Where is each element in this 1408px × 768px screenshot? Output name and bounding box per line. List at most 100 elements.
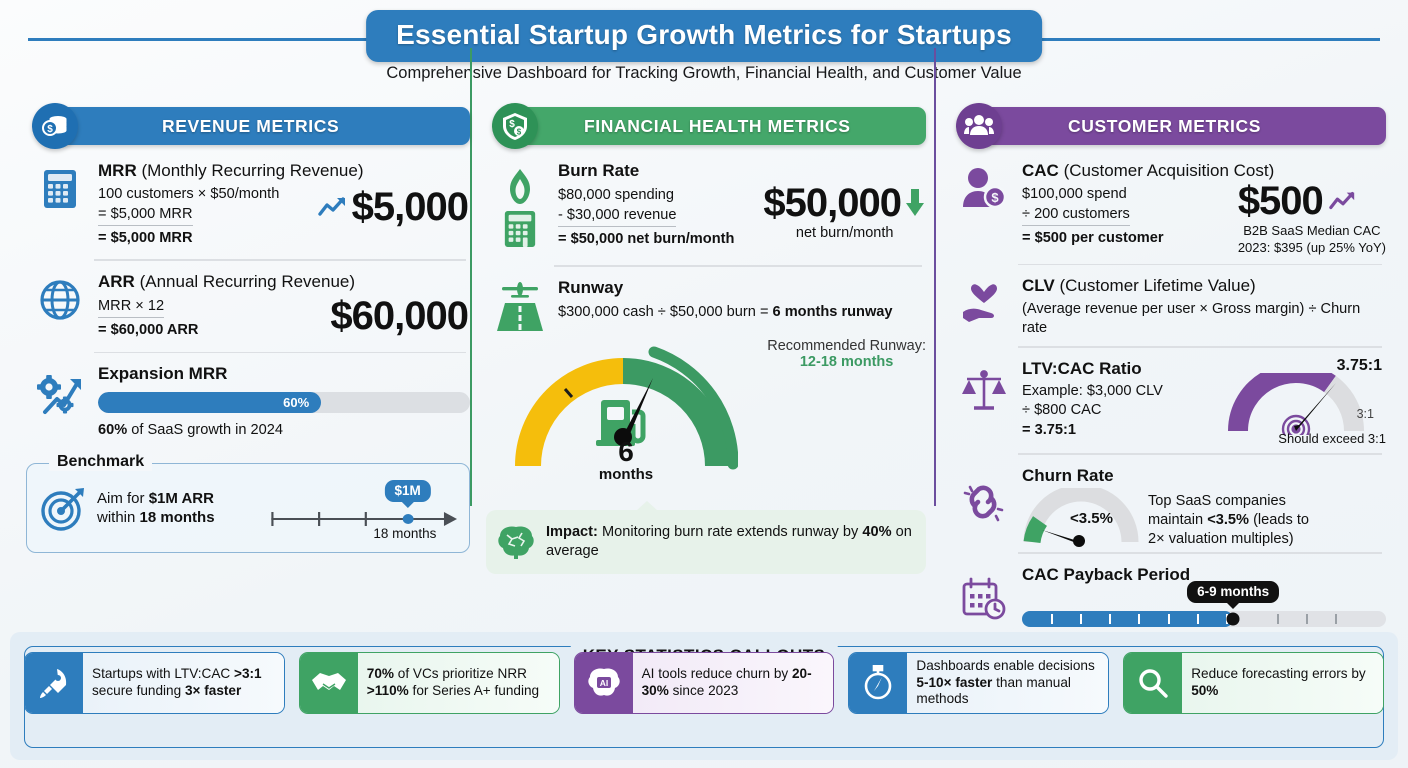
ltvcac-calc-line1: Example: $3,000 CLV — [1022, 383, 1163, 400]
heart-hand-icon — [958, 278, 1010, 330]
svg-text:$: $ — [47, 124, 53, 135]
expansion-progress-bar: 60% — [98, 392, 470, 414]
burn-value: $50,000 — [763, 181, 902, 226]
arr-calc-line1: MRR × 12 — [98, 297, 165, 319]
shield-dollar-icon: $ $ — [492, 103, 538, 149]
payback-slider-knob[interactable] — [1226, 612, 1240, 626]
impact-label: Impact: — [546, 524, 598, 541]
clv-formula: (Average revenue per user × Gross margin… — [1022, 300, 1361, 337]
airplane-runway-icon — [494, 278, 546, 334]
arr-title: ARR (Annual Recurring Revenue) — [98, 272, 470, 292]
cac-note: B2B SaaS Median CAC 2023: $395 (up 25% Y… — [1238, 223, 1386, 256]
financial-health-column: FINANCIAL HEALTH METRICS $ $ — [486, 103, 926, 575]
trend-up-icon — [317, 197, 345, 217]
ltvcac-title: LTV:CAC Ratio — [1022, 358, 1142, 378]
handshake-icon — [299, 653, 358, 713]
recommended-runway-value: 12-18 months — [799, 354, 894, 371]
payback-slider-wrap: 6-9 months — [1022, 580, 1386, 627]
stopwatch-icon — [849, 653, 908, 713]
metric-arr: ARR (Annual Recurring Revenue) MRR × 12 … — [26, 272, 470, 341]
impact-tail: on average — [546, 524, 912, 560]
payback-title: CAC Payback Period — [1022, 564, 1191, 584]
calculator-icon — [494, 203, 546, 255]
page-title: Essential Startup Growth Metrics for Sta… — [366, 10, 1042, 62]
cac-full: (Customer Acquisition Cost) — [1063, 161, 1275, 180]
payback-tooltip: 6-9 months — [1187, 580, 1280, 603]
callout-chip: 70% of VCs prioritize NRR >110% for Seri… — [298, 652, 560, 714]
impact-callout: Impact: Monitoring burn rate extends run… — [486, 501, 926, 575]
burn-title: Burn Rate — [558, 161, 640, 180]
page-subtitle: Comprehensive Dashboard for Tracking Gro… — [386, 64, 1022, 82]
callout-chip: Dashboards enable decisions 5-10× faster… — [848, 652, 1110, 714]
customer-metrics-column: CUSTOMER METRICS $ — [950, 103, 1386, 654]
burn-calc-result: = $50,000 net burn/month — [558, 230, 735, 247]
expansion-caption-rest: of SaaS growth in 2024 — [127, 422, 283, 439]
benchmark-axis — [271, 511, 457, 526]
callout-chip: Startups with LTV:CAC >3:1 secure fundin… — [24, 652, 285, 714]
cac-calc-line2: ÷ 200 customers — [1022, 205, 1130, 226]
ltvcac-gauge: 3.75:1 3:1 Should exceed 3:1 — [1216, 357, 1386, 449]
clv-title: CLV (Customer Lifetime Value) — [1022, 276, 1386, 296]
financial-section-header: FINANCIAL HEALTH METRICS $ $ — [486, 103, 926, 149]
mrr-abbr: MRR — [98, 161, 137, 180]
customer-section-header: CUSTOMER METRICS — [950, 103, 1386, 149]
payback-slider-fill — [1022, 610, 1234, 627]
svg-text:$: $ — [991, 190, 999, 205]
metric-mrr: MRR (Monthly Recurring Revenue) 100 cust… — [26, 161, 470, 248]
expansion-progress-fill: 60% — [98, 392, 322, 414]
column-divider-right — [934, 48, 936, 506]
financial-header-label: FINANCIAL HEALTH METRICS — [584, 115, 851, 136]
callout-chip-text: AI tools reduce churn by 20-30% since 20… — [632, 653, 834, 713]
ltvcac-gauge-arc — [1228, 373, 1364, 436]
benchmark-panel: Benchmark Aim for $1M ARR within 18 mont… — [26, 452, 470, 553]
calculator-icon — [34, 163, 86, 215]
churn-gauge: <3.5% — [1022, 488, 1140, 550]
divider — [554, 265, 922, 267]
cac-calc-result: = $500 per customer — [1022, 229, 1164, 246]
impact-text: Monitoring burn rate extends runway by — [597, 524, 863, 541]
rocket-icon — [25, 653, 83, 713]
mrr-full: (Monthly Recurring Revenue) — [141, 161, 364, 180]
runway-title: Runway — [558, 277, 624, 297]
recommended-runway-note: Recommended Runway: 12-18 months — [767, 338, 926, 370]
benchmark-marker-label: $1M — [384, 479, 431, 502]
svg-text:AI: AI — [599, 678, 608, 688]
user-dollar-icon: $ — [958, 163, 1010, 215]
payback-slider[interactable] — [1022, 610, 1386, 627]
customer-header-bar: CUSTOMER METRICS — [982, 107, 1386, 145]
cac-abbr: CAC — [1022, 161, 1059, 180]
arr-calc-result: = $60,000 ARR — [98, 322, 199, 339]
benchmark-line2-bold: 18 months — [139, 508, 215, 526]
benchmark-line1-pre: Aim for — [97, 489, 149, 507]
runway-gauge: 6 months Recommended Runway: 12-18 month… — [486, 330, 926, 492]
benchmark-line1-bold: $1M ARR — [148, 489, 214, 507]
churn-text-line1: Top SaaS companies — [1148, 493, 1286, 510]
cac-calc-line1: $100,000 spend — [1022, 186, 1127, 203]
mrr-calc-line1: 100 customers × $50/month — [98, 186, 280, 203]
metric-clv: CLV (Customer Lifetime Value) (Average r… — [950, 276, 1386, 338]
svg-text:$: $ — [509, 119, 515, 130]
svg-text:$: $ — [517, 128, 522, 137]
flame-icon — [494, 161, 546, 213]
ltvcac-gauge-threshold: 3:1 — [1356, 407, 1374, 422]
clv-full: (Customer Lifetime Value) — [1059, 276, 1256, 296]
gears-growth-icon — [34, 370, 86, 422]
mrr-value: $5,000 — [351, 185, 469, 230]
churn-title: Churn Rate — [1022, 465, 1114, 485]
trend-up-icon — [1329, 192, 1354, 210]
mrr-calculation: 100 customers × $50/month = $5,000 MRR =… — [98, 185, 279, 248]
churn-text: Top SaaS companies maintain <3.5% (leads… — [1148, 488, 1309, 549]
mrr-calc-line2: = $5,000 MRR — [98, 205, 193, 226]
divider — [1018, 552, 1382, 554]
burn-calculation: $80,000 spending - $30,000 revenue = $50… — [558, 186, 734, 249]
churn-text-line2-pre: maintain — [1148, 512, 1208, 529]
churn-gauge-label: <3.5% — [1070, 510, 1113, 528]
revenue-section-header: REVENUE METRICS $ — [26, 103, 470, 149]
churn-gauge-arc — [1023, 488, 1139, 548]
runway-formula-bold: 6 months runway — [772, 304, 893, 321]
key-statistics-callouts: KEY STATISTICS CALLOUTS Startups with LT… — [10, 632, 1398, 760]
people-group-icon — [956, 103, 1002, 149]
runway-formula-text: $300,000 cash ÷ $50,000 burn = — [558, 304, 773, 321]
cac-note-line2: 2023: $395 (up 25% YoY) — [1237, 239, 1386, 255]
